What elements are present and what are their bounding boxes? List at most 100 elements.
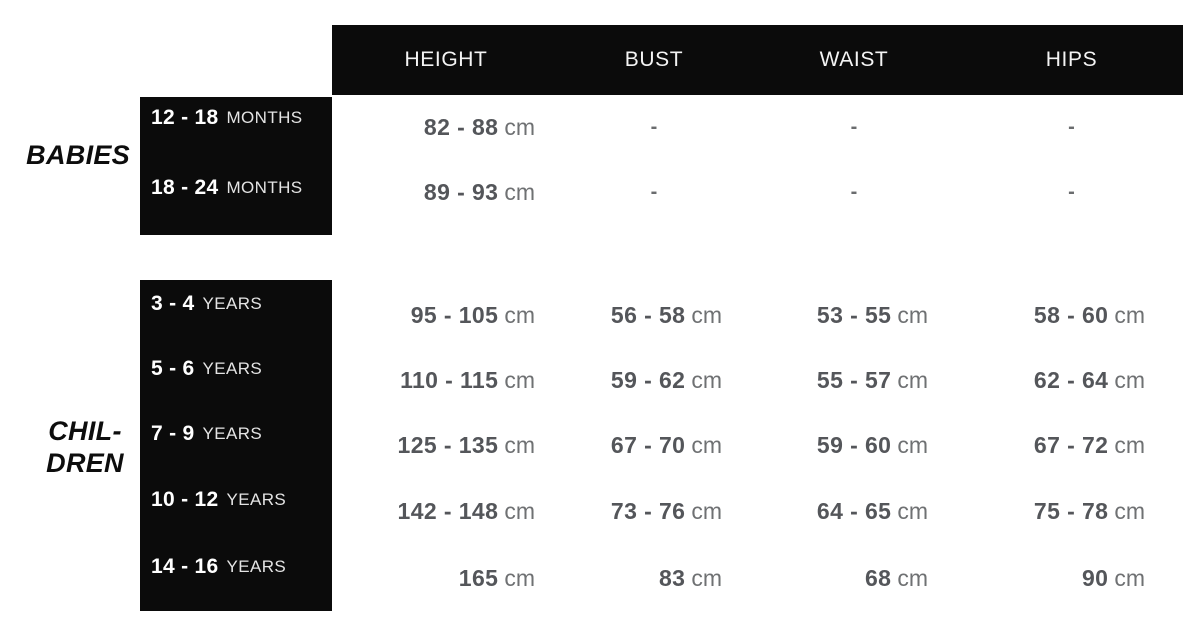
empty-dash: -	[850, 115, 858, 138]
section-label-line: DREN	[46, 448, 124, 478]
measurement-value: 62 - 64	[1033, 366, 1109, 393]
cell-hips: 67 - 72 cm	[960, 432, 1183, 459]
section-label-children: CHIL- DREN	[20, 415, 150, 479]
measurement-unit: cm	[691, 366, 722, 393]
cell-height: 165 cm	[332, 565, 560, 592]
measurement-value: 95 - 105	[410, 301, 499, 328]
empty-dash: -	[1068, 180, 1075, 203]
cell-bust: -	[560, 181, 748, 204]
cell-hips: 90 cm	[960, 565, 1183, 592]
size-unit-label: YEARS	[202, 424, 263, 443]
measurement-value: 90	[1081, 564, 1109, 591]
measurement-unit: cm	[897, 431, 928, 458]
measurement-unit: cm	[504, 366, 535, 393]
table-row: 95 - 105 cm 56 - 58 cm 53 - 55 cm 58 - 60 cm	[332, 300, 1183, 330]
cell-height: 142 - 148 cm	[332, 498, 560, 525]
table-row: 165 cm 83 cm 68 cm 90 cm	[332, 563, 1183, 593]
section-label-babies: BABIES	[26, 140, 130, 170]
measurement-unit: cm	[897, 497, 928, 524]
measurement-value: 67 - 70	[610, 431, 686, 458]
measurement-value: 110 - 115	[400, 366, 499, 393]
measurement-unit: cm	[1114, 301, 1145, 328]
measurement-value: 67 - 72	[1033, 431, 1109, 458]
size-unit-label: YEARS	[202, 359, 263, 378]
measurement-unit: cm	[897, 301, 928, 328]
measurement-unit: cm	[691, 301, 722, 328]
measurement-value: 75 - 78	[1033, 497, 1109, 524]
size-label-row: 12 - 18 MONTHS	[151, 103, 303, 133]
cell-bust: 56 - 58 cm	[560, 302, 748, 329]
measurement-unit: cm	[1114, 431, 1145, 458]
measurement-value: 125 - 135	[397, 431, 499, 458]
measurement-value: 165	[458, 564, 499, 591]
cell-waist: 59 - 60 cm	[748, 432, 960, 459]
size-label-row: 18 - 24 MONTHS	[151, 173, 303, 203]
cell-hips: -	[960, 116, 1183, 139]
cell-waist: 68 cm	[748, 565, 960, 592]
cell-hips: 58 - 60 cm	[960, 302, 1183, 329]
empty-dash: -	[650, 180, 658, 203]
measurement-unit: cm	[504, 178, 535, 205]
size-range: 12 - 18	[151, 106, 219, 129]
cell-bust: -	[560, 116, 748, 139]
measurement-unit: cm	[1114, 564, 1145, 591]
cell-height: 82 - 88 cm	[332, 114, 560, 141]
measurement-unit: cm	[504, 497, 535, 524]
measurement-unit: cm	[1114, 497, 1145, 524]
size-label-row: 14 - 16 YEARS	[151, 552, 286, 582]
cell-height: 110 - 115 cm	[332, 367, 560, 394]
measurement-value: 53 - 55	[816, 301, 892, 328]
cell-waist: 53 - 55 cm	[748, 302, 960, 329]
measurement-value: 59 - 62	[610, 366, 686, 393]
cell-height: 89 - 93 cm	[332, 179, 560, 206]
cell-bust: 73 - 76 cm	[560, 498, 748, 525]
measurement-value: 59 - 60	[816, 431, 892, 458]
children-sizes-box: 3 - 4 YEARS 5 - 6 YEARS 7 - 9 YEARS 10 -…	[140, 280, 332, 611]
measurement-value: 82 - 88	[423, 113, 499, 140]
measurement-unit: cm	[504, 301, 535, 328]
empty-dash: -	[650, 115, 658, 138]
measurement-value: 68	[864, 564, 892, 591]
measurement-unit: cm	[691, 497, 722, 524]
cell-bust: 59 - 62 cm	[560, 367, 748, 394]
size-range: 18 - 24	[151, 176, 219, 199]
measurement-value: 56 - 58	[610, 301, 686, 328]
cell-bust: 83 cm	[560, 565, 748, 592]
size-range: 7 - 9	[151, 422, 195, 445]
cell-waist: -	[748, 116, 960, 139]
size-label-row: 5 - 6 YEARS	[151, 354, 262, 384]
size-unit-label: MONTHS	[226, 178, 303, 197]
column-header-hips: HIPS	[1045, 48, 1098, 71]
size-range: 3 - 4	[151, 292, 195, 315]
measurement-unit: cm	[504, 564, 535, 591]
measurement-value: 55 - 57	[816, 366, 892, 393]
table-row: 89 - 93 cm - - -	[332, 177, 1183, 207]
size-label-row: 10 - 12 YEARS	[151, 485, 286, 515]
measurement-value: 142 - 148	[397, 497, 499, 524]
table-row: 142 - 148 cm 73 - 76 cm 64 - 65 cm 75 - 78 c…	[332, 496, 1183, 526]
table-header-row: HEIGHT BUST WAIST HIPS	[332, 25, 1183, 95]
cell-hips: 75 - 78 cm	[960, 498, 1183, 525]
babies-sizes-box: 12 - 18 MONTHS 18 - 24 MONTHS	[140, 97, 332, 235]
size-unit-label: YEARS	[202, 294, 263, 313]
table-row: 82 - 88 cm - - -	[332, 112, 1183, 142]
empty-dash: -	[1068, 115, 1075, 138]
size-unit-label: YEARS	[226, 557, 287, 576]
measurement-unit: cm	[504, 431, 535, 458]
measurement-value: 73 - 76	[610, 497, 686, 524]
column-header-height: HEIGHT	[404, 48, 488, 71]
size-label-row: 7 - 9 YEARS	[151, 419, 262, 449]
size-label-row: 3 - 4 YEARS	[151, 289, 262, 319]
cell-hips: -	[960, 181, 1183, 204]
size-unit-label: YEARS	[226, 490, 287, 509]
measurement-unit: cm	[897, 564, 928, 591]
cell-waist: -	[748, 181, 960, 204]
cell-waist: 64 - 65 cm	[748, 498, 960, 525]
size-unit-label: MONTHS	[226, 108, 303, 127]
measurement-value: 58 - 60	[1033, 301, 1109, 328]
table-row: 110 - 115 cm 59 - 62 cm 55 - 57 cm 62 - 64 c…	[332, 365, 1183, 395]
size-range: 10 - 12	[151, 488, 219, 511]
cell-hips: 62 - 64 cm	[960, 367, 1183, 394]
cell-waist: 55 - 57 cm	[748, 367, 960, 394]
